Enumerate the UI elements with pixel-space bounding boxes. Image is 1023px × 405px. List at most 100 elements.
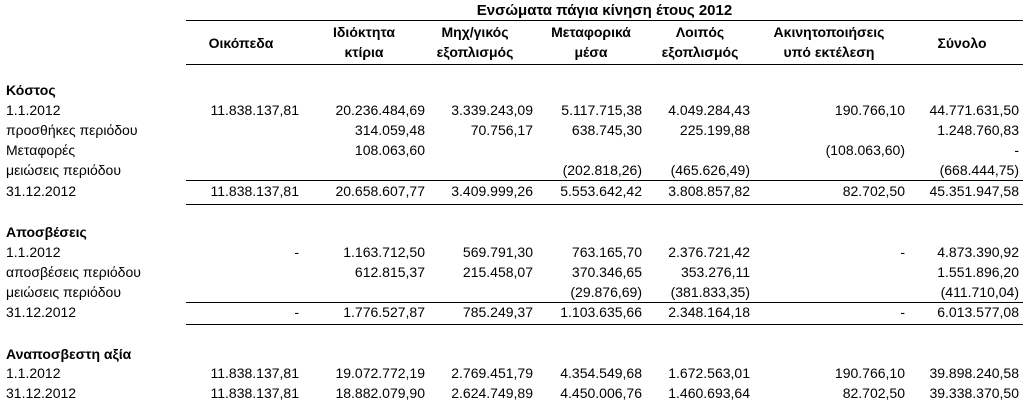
col-header-line2: εξοπλισμός: [436, 44, 514, 60]
section-end-rule: [186, 324, 1023, 325]
section-heading-depreciation: Αποσβέσεις: [0, 222, 1023, 242]
cell-plots: -: [294, 304, 299, 320]
cell-machinery: 785.249,37: [462, 304, 533, 320]
col-header-plots: Οικόπεδα: [186, 33, 296, 53]
cell-total: (668.444,75): [939, 162, 1019, 178]
cell-buildings: 20.236.484,69: [335, 102, 425, 118]
col-header-line2: εξοπλισμός: [661, 44, 739, 60]
cell-other-equipment: 3.808.857,82: [668, 183, 750, 199]
cell-other-equipment: 2.348.164,18: [668, 304, 750, 320]
cell-under-construction: 82.702,50: [842, 385, 905, 401]
cell-total: -: [1014, 142, 1019, 158]
cell-total: 1.248.760,83: [937, 122, 1019, 138]
row-label: 31.12.2012: [6, 385, 77, 401]
cell-other-equipment: 353.276,11: [680, 264, 750, 280]
cell-vehicles: (202.818,26): [562, 162, 642, 178]
cell-machinery: 2.769.451,79: [451, 365, 533, 381]
cell-total: 1.551.896,20: [937, 264, 1019, 280]
cell-under-construction: (108.063,60): [825, 142, 905, 158]
section-end-rule: [186, 204, 1023, 205]
cell-buildings: 108.063,60: [354, 142, 425, 158]
cell-other-equipment: 1.672.563,01: [668, 365, 750, 381]
table-title: Ενσώματα πάγια κίνηση έτους 2012: [476, 2, 733, 19]
table-row: Μεταφορές 108.063,60 (108.063,60) -: [0, 140, 1023, 160]
cell-plots: 11.838.137,81: [210, 385, 300, 401]
col-header-line1: Σύνολο: [937, 35, 987, 51]
table-row-total: 31.12.2012 - 1.776.527,87 785.249,37 1.1…: [0, 302, 1023, 322]
cell-other-equipment: (465.626,49): [670, 162, 750, 178]
cell-buildings: 1.163.712,50: [343, 244, 425, 260]
cell-machinery: 2.624.749,89: [451, 385, 533, 401]
col-header-line2: μέσα: [574, 44, 608, 60]
table-row: αποσβέσεις περιόδου 612.815,37 215.458,0…: [0, 262, 1023, 282]
cell-vehicles: 370.346,65: [571, 264, 642, 280]
cell-vehicles: 5.117.715,38: [561, 102, 642, 118]
cell-machinery: 70.756,17: [470, 122, 533, 138]
section-heading: Κόστος: [6, 82, 56, 98]
cell-other-equipment: 1.460.693,64: [668, 385, 750, 401]
table-row: 1.1.2012 11.838.137,81 20.236.484,69 3.3…: [0, 100, 1023, 120]
cell-vehicles: 4.450.006,76: [560, 385, 642, 401]
cell-other-equipment: 2.376.721,42: [668, 244, 750, 260]
row-label: 1.1.2012: [6, 365, 61, 381]
cell-other-equipment: (381.833,35): [670, 284, 750, 300]
row-label: προσθήκες περιόδου: [6, 122, 138, 138]
col-header-line1: Ακινητοποιήσεις: [773, 24, 885, 40]
cell-buildings: 19.072.772,19: [335, 365, 425, 381]
cell-total: 4.873.390,92: [937, 244, 1019, 260]
table-row: μειώσεις περιόδου (29.876,69) (381.833,3…: [0, 282, 1023, 302]
row-label: αποσβέσεις περιόδου: [6, 264, 141, 280]
cell-other-equipment: 225.199,88: [679, 122, 750, 138]
cell-buildings: 20.658.607,77: [335, 183, 425, 199]
cell-under-construction: -: [900, 244, 905, 260]
row-label: 1.1.2012: [6, 244, 61, 260]
section-heading: Αναποσβεστη αξία: [6, 346, 132, 362]
section-heading-cost: Κόστος: [0, 80, 1023, 100]
cell-machinery: 569.791,30: [462, 244, 533, 260]
col-header-line1: Ιδιόκτητα: [333, 24, 395, 40]
section-heading: Αποσβέσεις: [6, 224, 87, 240]
col-header-line1: Οικόπεδα: [208, 35, 274, 51]
col-header-vehicles: Μεταφορικά μέσα: [536, 22, 646, 62]
col-header-line1: Λοιπός: [675, 24, 725, 40]
col-header-line2: κτίρια: [344, 44, 384, 60]
row-label: μειώσεις περιόδου: [6, 162, 121, 178]
cell-other-equipment: 4.049.284,43: [668, 102, 750, 118]
row-label: 1.1.2012: [6, 102, 61, 118]
cell-vehicles: 763.165,70: [571, 244, 642, 260]
col-header-other-equipment: Λοιπός εξοπλισμός: [646, 22, 754, 62]
cell-under-construction: 190.766,10: [834, 365, 905, 381]
cell-vehicles: 4.354.549,68: [560, 365, 642, 381]
cell-vehicles: 5.553.642,42: [560, 183, 642, 199]
cell-machinery: 3.409.999,26: [451, 183, 533, 199]
cell-vehicles: 638.745,30: [571, 122, 642, 138]
col-header-line1: Μεταφορικά: [551, 24, 631, 40]
row-label: μειώσεις περιόδου: [6, 284, 121, 300]
cell-total: 39.898.240,58: [929, 365, 1019, 381]
cell-total: 44.771.631,50: [929, 102, 1019, 118]
header-bottom-rule: [186, 64, 1023, 65]
cell-buildings: 612.815,37: [354, 264, 425, 280]
table-row: 1.1.2012 11.838.137,81 19.072.772,19 2.7…: [0, 363, 1023, 383]
cell-buildings: 1.776.527,87: [343, 304, 425, 320]
col-header-line1: Μηχ/γικός: [441, 24, 509, 40]
col-header-under-construction: Ακινητοποιήσεις υπό εκτέλεση: [756, 22, 902, 62]
table-row: προσθήκες περιόδου 314.059,48 70.756,17 …: [0, 120, 1023, 140]
table-row-total: 31.12.2012 11.838.137,81 20.658.607,77 3…: [0, 181, 1023, 201]
cell-total: 39.338.370,50: [929, 385, 1019, 401]
cell-vehicles: (29.876,69): [570, 284, 642, 300]
cell-total: 6.013.577,08: [937, 304, 1019, 320]
row-label: 31.12.2012: [6, 183, 77, 199]
col-header-buildings: Ιδιόκτητα κτίρια: [310, 22, 418, 62]
row-label: 31.12.2012: [6, 304, 77, 320]
title-underline: [186, 20, 1023, 21]
col-header-line2: υπό εκτέλεση: [783, 44, 875, 60]
cell-under-construction: 190.766,10: [834, 102, 905, 118]
cell-plots: 11.838.137,81: [210, 365, 300, 381]
cell-machinery: 3.339.243,09: [451, 102, 533, 118]
cell-plots: 11.838.137,81: [210, 102, 300, 118]
cell-machinery: 215.458,07: [462, 264, 533, 280]
cell-plots: 11.838.137,81: [210, 183, 300, 199]
cell-buildings: 18.882.079,90: [335, 385, 425, 401]
